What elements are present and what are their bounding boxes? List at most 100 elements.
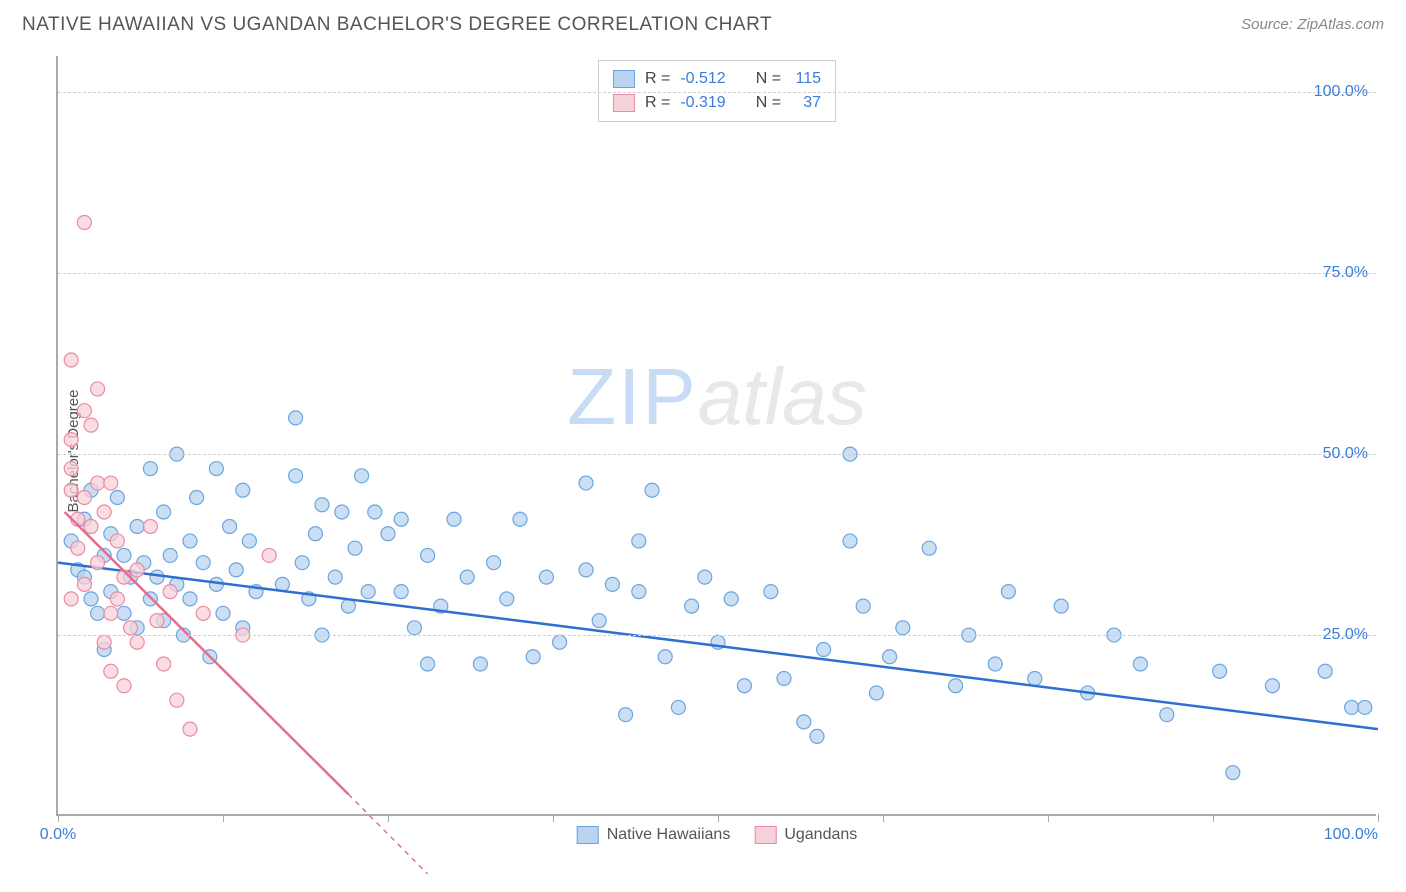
data-point [381,527,395,541]
data-point [526,650,540,664]
data-point [473,657,487,671]
data-point [592,614,606,628]
legend-swatch [613,94,635,112]
data-point [97,505,111,519]
data-point [150,570,164,584]
data-point [71,541,85,555]
data-point [64,462,78,476]
data-point [1226,766,1240,780]
r-value: -0.512 [680,67,725,91]
x-tick-label: 0.0% [40,826,76,844]
data-point [619,708,633,722]
data-point [124,621,138,635]
source-name: ZipAtlas.com [1297,16,1384,33]
stats-row: R =-0.512N =115 [613,67,821,91]
data-point [170,693,184,707]
data-point [883,650,897,664]
data-point [104,606,118,620]
data-point [77,577,91,591]
legend-item: Native Hawaiians [577,826,731,844]
source-attribution: Source: ZipAtlas.com [1241,16,1384,34]
data-point [77,215,91,229]
x-tick [1378,814,1379,822]
x-tick [58,814,59,822]
data-point [84,592,98,606]
data-point [1028,671,1042,685]
data-point [209,462,223,476]
legend-label: Native Hawaiians [607,826,731,844]
y-tick-label: 50.0% [1323,445,1368,463]
data-point [295,556,309,570]
data-point [394,512,408,526]
data-point [308,527,322,541]
data-point [896,621,910,635]
data-point [1358,700,1372,714]
data-point [130,563,144,577]
data-point [183,722,197,736]
series-legend: Native Hawaiians Ugandans [577,826,858,844]
data-point [553,635,567,649]
data-point [104,664,118,678]
data-point [843,534,857,548]
data-point [632,534,646,548]
data-point [579,563,593,577]
data-point [190,491,204,505]
plot-area: ZIPatlas R =-0.512N =115R =-0.319N =37 N… [56,56,1376,816]
n-value: 115 [791,67,821,91]
data-point [91,476,105,490]
data-point [1054,599,1068,613]
data-point [64,353,78,367]
x-tick [553,814,554,822]
data-point [724,592,738,606]
x-tick-label: 100.0% [1324,826,1378,844]
data-point [64,592,78,606]
data-point [183,534,197,548]
data-point [77,404,91,418]
data-point [605,577,619,591]
data-point [361,585,375,599]
data-point [84,418,98,432]
legend-swatch [754,826,776,844]
data-point [1001,585,1015,599]
data-point [869,686,883,700]
n-label: N = [756,91,781,115]
trend-line-extrapolated [348,794,427,874]
data-point [355,469,369,483]
data-point [77,491,91,505]
data-point [335,505,349,519]
data-point [487,556,501,570]
data-point [698,570,712,584]
stats-row: R =-0.319N =37 [613,91,821,115]
x-tick [718,814,719,822]
data-point [236,483,250,497]
data-point [460,570,474,584]
y-tick-label: 25.0% [1323,626,1368,644]
data-point [183,592,197,606]
x-tick [1048,814,1049,822]
legend-swatch [613,70,635,88]
data-point [130,635,144,649]
scatter-svg [58,56,1376,814]
data-point [289,411,303,425]
x-tick [883,814,884,822]
data-point [91,382,105,396]
data-point [500,592,514,606]
data-point [856,599,870,613]
r-label: R = [645,91,670,115]
data-point [91,556,105,570]
data-point [341,599,355,613]
r-label: R = [645,67,670,91]
x-tick [388,814,389,822]
chart-title: NATIVE HAWAIIAN VS UGANDAN BACHELOR'S DE… [22,14,772,36]
data-point [157,505,171,519]
data-point [407,621,421,635]
legend-label: Ugandans [784,826,857,844]
data-point [64,433,78,447]
data-point [949,679,963,693]
data-point [777,671,791,685]
data-point [368,505,382,519]
data-point [163,585,177,599]
data-point [988,657,1002,671]
x-tick [223,814,224,822]
gridline [58,92,1376,93]
